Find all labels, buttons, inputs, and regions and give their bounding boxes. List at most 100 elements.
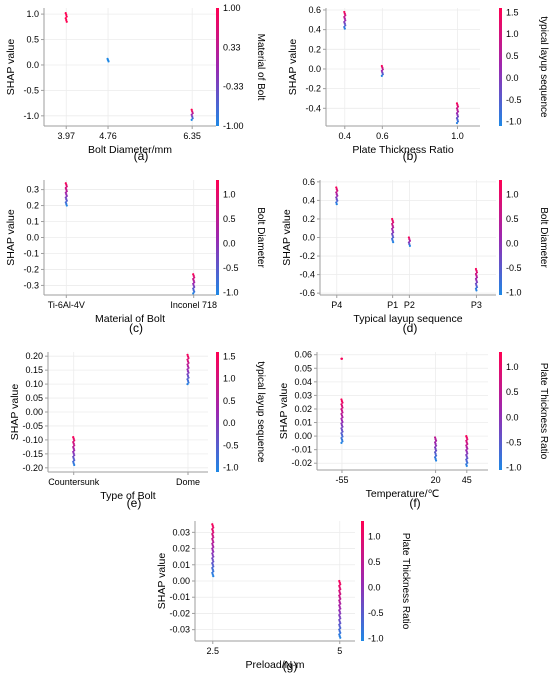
colorbar-tick-label: 1.5	[223, 351, 236, 361]
data-point	[343, 27, 346, 30]
x-tick-label: 5	[337, 646, 342, 656]
data-point	[434, 439, 438, 442]
data-point	[456, 115, 460, 118]
colorbar	[499, 352, 502, 470]
point-cluster	[211, 523, 215, 578]
data-point	[341, 440, 344, 443]
x-axis-label: Material of Bolt	[95, 313, 165, 325]
y-tick-label: -0.15	[22, 449, 43, 459]
data-point	[475, 285, 479, 289]
colorbar-tick-label: -0.5	[506, 95, 522, 105]
y-tick-label: 0.04	[294, 377, 312, 387]
colorbar-tick-label: 0.0	[223, 418, 236, 428]
panel-label: (d)	[403, 321, 418, 335]
data-point	[391, 222, 394, 226]
colorbar-tick-label: -1.0	[506, 288, 522, 298]
data-point	[466, 461, 469, 464]
y-tick-label: 0.00	[294, 431, 312, 441]
data-point	[339, 583, 342, 586]
x-tick-label: 20	[431, 475, 441, 485]
data-point	[341, 430, 344, 433]
colorbar	[216, 352, 219, 472]
y-tick-label: -0.1	[23, 248, 39, 258]
data-point	[187, 376, 190, 379]
y-tick-label: -0.3	[23, 280, 39, 290]
data-point	[456, 105, 460, 108]
data-point	[65, 199, 68, 202]
y-tick-label: -0.4	[305, 103, 321, 113]
point-cluster	[343, 10, 347, 30]
data-point	[475, 289, 478, 292]
data-point	[335, 191, 338, 194]
colorbar-tick-label: 1.0	[506, 362, 519, 372]
data-point	[343, 10, 346, 14]
y-tick-label: 0.2	[302, 214, 315, 224]
data-point	[465, 464, 468, 468]
colorbar-tick-label: 0.5	[223, 214, 236, 224]
data-point	[65, 194, 68, 198]
data-point	[339, 607, 342, 610]
data-point	[191, 117, 194, 120]
data-point	[73, 449, 76, 452]
x-tick-label: P1	[387, 300, 398, 310]
data-point	[187, 371, 190, 374]
point-cluster	[455, 102, 460, 125]
point-cluster	[186, 353, 190, 386]
data-point	[392, 221, 395, 224]
x-tick-label: -55	[335, 475, 348, 485]
data-point	[339, 612, 342, 615]
y-tick-label: 0.03	[172, 527, 190, 537]
data-point	[64, 11, 67, 15]
data-point	[456, 120, 460, 123]
y-axis-label: SHAP value	[9, 384, 21, 441]
colorbar-tick-label: 0.5	[368, 557, 381, 567]
data-point	[336, 194, 339, 197]
data-point	[408, 239, 411, 242]
data-point	[73, 454, 76, 457]
colorbar-tick-label: -1.0	[223, 463, 239, 473]
data-point	[336, 199, 339, 202]
panel-b: 0.6 0.4 0.2 0.0 -0.2 -0.4 0.4 0.6 1.0 Plate Thick…	[287, 5, 549, 163]
data-point	[335, 192, 338, 196]
panel-label: (g)	[283, 659, 298, 673]
data-point	[193, 285, 196, 289]
data-point	[391, 227, 394, 230]
data-point	[339, 636, 342, 639]
point-cluster	[192, 273, 196, 295]
y-tick-label: 0.00	[25, 407, 43, 417]
data-point	[344, 19, 347, 22]
panel-g: 0.03 0.02 0.01 0.00 -0.01 -0.02 -0.03 2.5 5 Prelo…	[156, 521, 411, 673]
colorbar-tick-label: 1.0	[368, 531, 381, 541]
x-tick-label: 3.97	[57, 131, 75, 141]
y-axis-label: SHAP value	[156, 553, 168, 610]
point-cluster	[474, 267, 479, 292]
data-point	[335, 196, 338, 199]
colorbar-label: Bolt Diameter	[538, 207, 549, 268]
y-tick-label: 0.20	[25, 351, 43, 361]
data-point	[391, 234, 394, 237]
colorbar-tick-label: -1.00	[223, 121, 244, 131]
y-tick-label: -0.01	[169, 592, 190, 602]
y-tick-label: 0.3	[26, 185, 39, 195]
data-point	[466, 456, 469, 460]
y-axis-label: SHAP value	[281, 209, 293, 266]
colorbar-label: Material of Bolt	[255, 34, 266, 101]
x-tick-label: P2	[404, 300, 415, 310]
data-point	[335, 186, 338, 189]
colorbar-tick-label: 0.5	[506, 51, 519, 61]
colorbar-tick-label: 1.00	[223, 3, 241, 13]
data-point	[341, 401, 344, 404]
data-point	[212, 565, 215, 568]
data-point	[187, 366, 190, 369]
panel-f: 0.06 0.05 0.04 0.03 0.02 0.01 0.00 -0.01 -0.02 -5…	[278, 350, 549, 510]
colorbar-tick-label: 0.5	[506, 387, 519, 397]
panel-label: (c)	[129, 321, 143, 335]
x-tick-label: Ti-6Al-4V	[48, 300, 85, 310]
data-point	[408, 243, 411, 246]
x-tick-label: P4	[331, 300, 342, 310]
data-point	[343, 25, 346, 29]
x-tick-label: 4.76	[99, 131, 117, 141]
colorbar-label: typical layup sequence	[538, 16, 549, 118]
y-tick-label: -0.05	[22, 421, 43, 431]
data-point	[343, 22, 346, 25]
